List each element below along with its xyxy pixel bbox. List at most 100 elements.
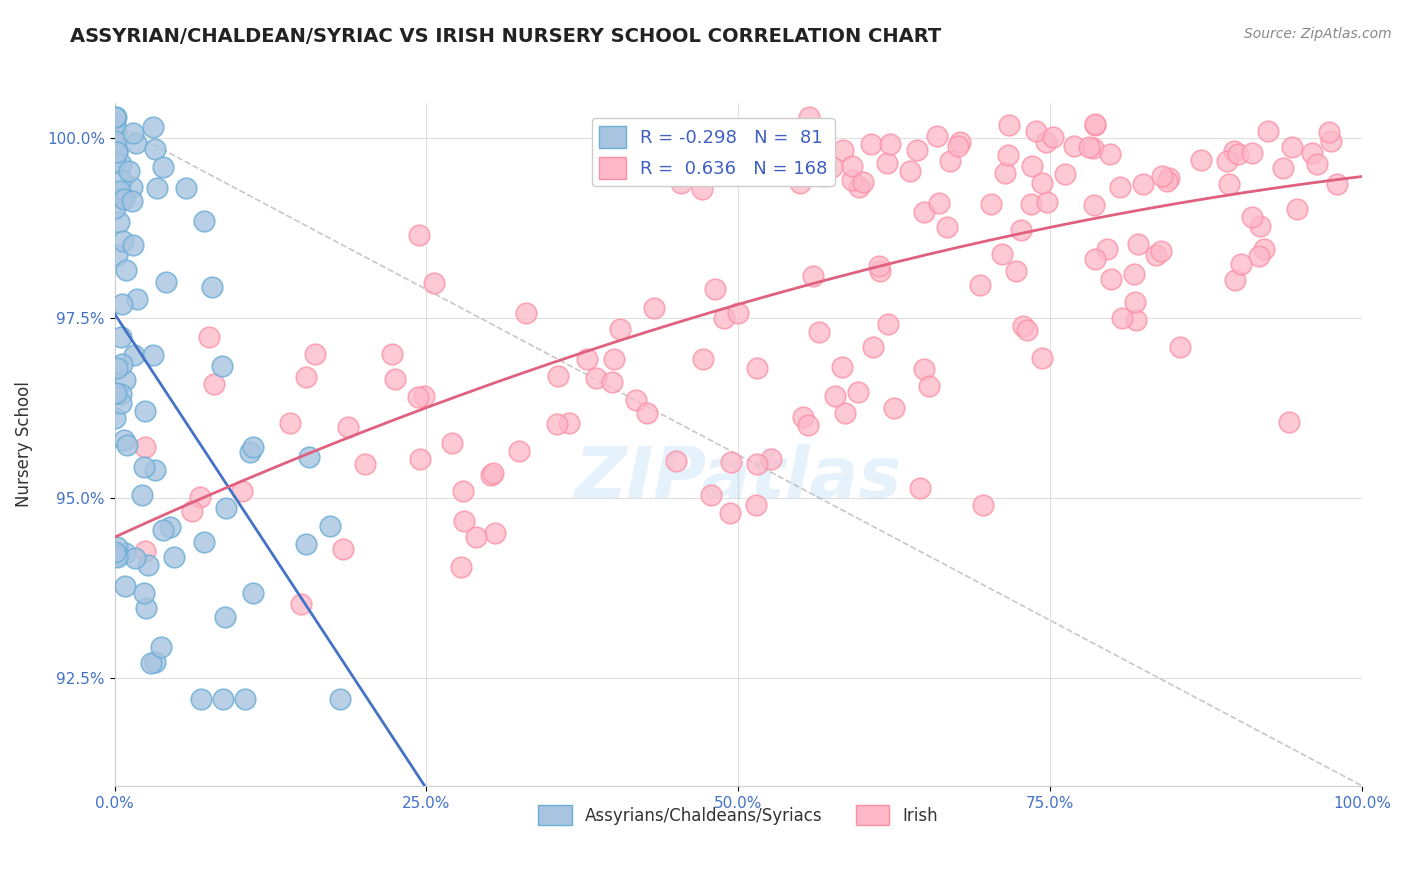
Point (695, 167, 717, 181)
Point (1031, 351, 1053, 365)
Point (465, 530, 488, 544)
Point (142, 120, 165, 134)
Point (110, 387, 132, 401)
Point (121, 194, 143, 209)
Point (134, 404, 156, 418)
Point (868, 260, 890, 274)
Point (1083, 197, 1105, 211)
Point (422, 276, 444, 290)
Point (1123, 267, 1146, 281)
Point (104, 110, 127, 124)
Point (304, 347, 326, 361)
Point (198, 330, 221, 344)
Point (1249, 219, 1271, 234)
Point (908, 481, 931, 495)
Point (997, 148, 1019, 162)
Point (1150, 244, 1173, 258)
Point (451, 484, 474, 499)
Point (1021, 196, 1043, 211)
Point (807, 325, 830, 339)
Point (1257, 123, 1279, 137)
Point (353, 457, 375, 471)
Point (718, 506, 741, 520)
Point (1278, 416, 1301, 430)
Point (201, 279, 224, 293)
Point (738, 161, 761, 175)
Point (114, 579, 136, 593)
Point (841, 159, 863, 173)
Point (104, 117, 127, 131)
Point (759, 451, 782, 466)
Point (1253, 243, 1275, 257)
Point (104, 126, 127, 140)
Point (792, 409, 814, 424)
Point (134, 440, 156, 454)
Point (450, 560, 472, 574)
Point (879, 136, 901, 151)
Point (181, 504, 204, 518)
Legend: Assyrians/Chaldeans/Syriacs, Irish: Assyrians/Chaldeans/Syriacs, Irish (531, 798, 945, 832)
Point (134, 544, 156, 558)
Point (797, 417, 820, 432)
Point (231, 483, 253, 498)
Point (747, 457, 769, 471)
Point (626, 392, 648, 407)
Point (146, 181, 169, 195)
Point (1157, 170, 1180, 185)
Point (105, 540, 128, 554)
Point (104, 410, 127, 425)
Point (1152, 169, 1174, 184)
Point (876, 155, 898, 169)
Point (1189, 153, 1212, 167)
Point (547, 368, 569, 383)
Point (1241, 211, 1264, 225)
Point (789, 176, 811, 190)
Point (1004, 263, 1026, 277)
Text: ASSYRIAN/CHALDEAN/SYRIAC VS IRISH NURSERY SCHOOL CORRELATION CHART: ASSYRIAN/CHALDEAN/SYRIAC VS IRISH NURSER… (70, 27, 942, 45)
Point (1247, 249, 1270, 263)
Point (110, 173, 132, 187)
Point (104, 545, 127, 559)
Point (142, 347, 165, 361)
Point (848, 180, 870, 194)
Point (1042, 130, 1064, 145)
Point (600, 376, 623, 390)
Point (212, 692, 235, 706)
Point (706, 167, 728, 181)
Point (380, 347, 402, 361)
Point (1168, 340, 1191, 354)
Point (1011, 319, 1033, 334)
Point (111, 191, 134, 205)
Text: Source: ZipAtlas.com: Source: ZipAtlas.com (1244, 27, 1392, 41)
Point (242, 440, 264, 454)
Point (318, 519, 340, 533)
Point (1125, 312, 1147, 326)
Point (834, 406, 856, 420)
Point (111, 234, 134, 248)
Point (515, 306, 537, 320)
Point (111, 358, 134, 372)
Point (720, 455, 742, 469)
Point (1301, 146, 1323, 161)
Point (665, 454, 688, 468)
Point (105, 386, 128, 401)
Point (682, 131, 704, 145)
Point (105, 550, 128, 565)
Point (918, 378, 941, 392)
Point (122, 126, 145, 140)
Point (125, 136, 148, 151)
Point (692, 352, 714, 367)
Point (905, 144, 928, 158)
Point (336, 420, 359, 434)
Point (143, 142, 166, 156)
Point (152, 160, 174, 174)
Y-axis label: Nursery School: Nursery School (15, 381, 32, 507)
Point (669, 176, 692, 190)
Point (1223, 273, 1246, 287)
Point (862, 340, 884, 354)
Point (1216, 154, 1239, 169)
Point (214, 609, 236, 624)
Point (406, 390, 429, 404)
Point (508, 444, 530, 458)
Point (408, 228, 430, 243)
